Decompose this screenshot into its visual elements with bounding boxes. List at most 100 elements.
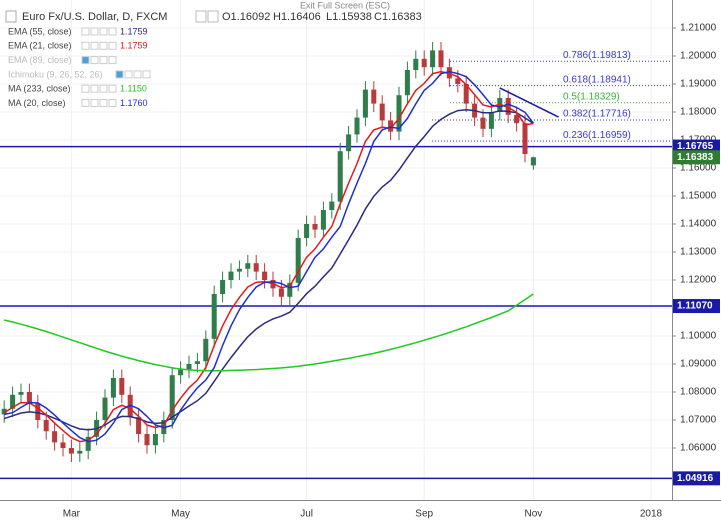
x-tick-label: Jul	[300, 509, 313, 520]
y-tick-label: 1.08000	[680, 387, 717, 398]
ma-line	[4, 70, 534, 443]
candle-body	[245, 263, 251, 269]
exit-fullscreen[interactable]: Exit Full Screen (ESC)	[300, 0, 390, 10]
overlay: 1.06000 1.07000 1.08000 1.09000 1.10000 1.110…	[63, 23, 720, 520]
fib-label: 0.786(1.19813)	[563, 50, 631, 61]
symbol-title: Euro Fx/U.S. Dollar, D, FXCM	[22, 11, 167, 23]
legend-name: EMA (55, close)	[8, 26, 72, 36]
legend-icon[interactable]	[108, 41, 117, 50]
legend-icon[interactable]	[124, 70, 133, 79]
y-tick-label: 1.06000	[680, 443, 717, 454]
legend-icon[interactable]	[108, 99, 117, 107]
legend-icon[interactable]	[81, 27, 90, 36]
legend-icon[interactable]	[81, 41, 90, 50]
legend-icon[interactable]	[108, 56, 117, 65]
legend-icon[interactable]	[115, 70, 124, 79]
y-tick-label: 1.20000	[680, 51, 717, 62]
y-tick-label: 1.09000	[680, 359, 717, 370]
ohlc-close: C1.16383	[374, 11, 422, 23]
ohlc-open: O1.16092	[222, 11, 270, 23]
candle-body	[169, 375, 175, 421]
candle-body	[211, 294, 217, 339]
candle-body	[379, 103, 385, 121]
legend-icon[interactable]	[108, 27, 117, 36]
legend: EMA (55, close) 1.1759 EMA (21, close) 1.17…	[8, 26, 151, 108]
y-tick-label: 1.12000	[680, 275, 717, 286]
candle-body	[337, 151, 343, 202]
candle-body	[262, 271, 268, 281]
legend-icon[interactable]	[99, 27, 108, 36]
candle-body	[295, 238, 301, 283]
y-tick-label: 1.16000	[680, 163, 717, 174]
candle-body	[18, 392, 24, 395]
candle-body	[60, 442, 66, 449]
candle-body	[396, 95, 402, 132]
hline-price-box	[673, 139, 720, 154]
legend-icon[interactable]	[99, 56, 108, 65]
candle-body	[236, 268, 242, 272]
legend-value: 1.1759	[120, 41, 148, 51]
candle-body	[77, 450, 83, 454]
legend-icon[interactable]	[81, 99, 90, 107]
legend-icon[interactable]	[90, 99, 99, 107]
candle-body	[522, 123, 528, 155]
candle-body	[388, 120, 394, 132]
candle-body	[446, 67, 452, 79]
hline-price-label: 1.04916	[677, 473, 714, 484]
candle-body	[178, 369, 184, 376]
legend-icon[interactable]	[90, 56, 99, 65]
candle-body	[1, 408, 7, 415]
candle-body	[404, 70, 410, 96]
candle-body	[320, 210, 326, 230]
candle-body	[35, 403, 41, 421]
legend-icon[interactable]	[142, 70, 151, 79]
candle-body	[346, 134, 352, 152]
candle-body	[68, 448, 74, 454]
legend-icon[interactable]	[108, 84, 117, 93]
hline-price-label: 1.16765	[677, 141, 714, 152]
candle-body	[10, 394, 16, 409]
trendline	[499, 87, 559, 118]
legend-icon[interactable]	[81, 84, 90, 93]
y-tick-label: 1.07000	[680, 415, 717, 426]
candle-body	[421, 58, 427, 68]
x-tick-label: Sep	[415, 509, 433, 520]
collapse-icon[interactable]	[5, 10, 17, 23]
candle-body	[136, 417, 142, 435]
legend-icon[interactable]	[90, 84, 99, 93]
legend-icon[interactable]	[99, 41, 108, 50]
candle-body	[480, 117, 486, 129]
plot: 0.786(1.19813) 0.618(1.18941) 0.5(1.18329)…	[0, 42, 672, 480]
x-tick-label: Nov	[525, 509, 543, 520]
candle-body	[530, 157, 536, 166]
y-tick-label: 1.13000	[680, 247, 717, 258]
candle-body	[438, 50, 444, 68]
y-tick-label: 1.18000	[680, 107, 717, 118]
candle-body	[287, 282, 293, 297]
legend-icon[interactable]	[99, 99, 108, 107]
candle-body	[312, 224, 318, 230]
ohlc-high: H1.16406	[273, 11, 321, 23]
candle-body	[329, 201, 335, 211]
legend-icon[interactable]	[133, 70, 142, 79]
legend-icon[interactable]	[99, 84, 108, 93]
legend-icon[interactable]	[90, 41, 99, 50]
legend-icon[interactable]	[81, 56, 90, 65]
legend-name: MA (20, close)	[8, 98, 66, 108]
candle-body	[102, 397, 108, 421]
legend-name: EMA (21, close)	[8, 41, 72, 51]
candle-body	[362, 89, 368, 118]
icon[interactable]	[207, 10, 219, 23]
candle-body	[488, 112, 494, 129]
y-tick-label: 1.15000	[680, 191, 717, 202]
x-tick-label: May	[171, 509, 190, 520]
fib-label: 0.236(1.16959)	[563, 130, 631, 141]
legend-icon[interactable]	[90, 27, 99, 36]
y-tick-label: 1.21000	[680, 23, 717, 34]
candle-body	[203, 338, 209, 362]
icon[interactable]	[195, 10, 207, 23]
candle-body	[186, 364, 192, 370]
x-tick-label: Mar	[63, 509, 81, 520]
